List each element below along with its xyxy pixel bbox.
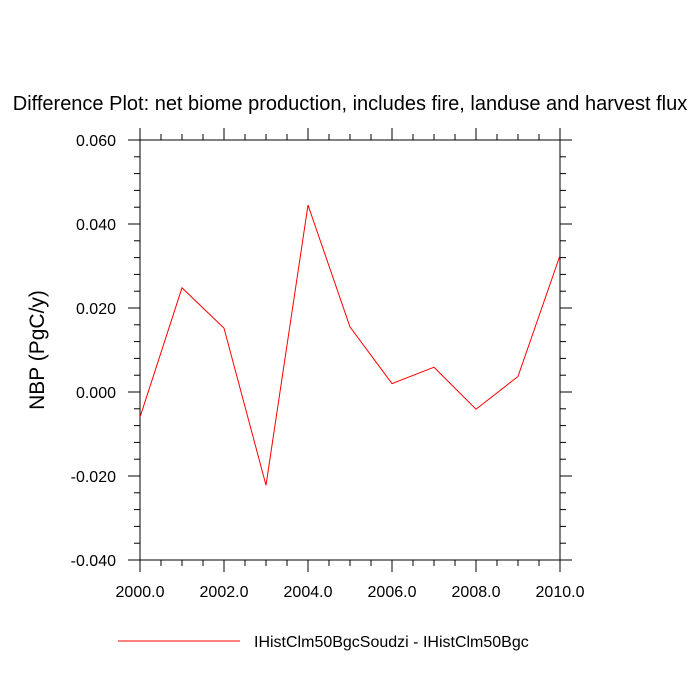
- y-axis-label: NBP (PgC/y): [26, 290, 49, 410]
- tick-labels: 2000.0 2002.0 2004.0 2006.0 2008.0 2010.0 -0.0…: [71, 133, 585, 601]
- series-layer: [139, 204, 561, 486]
- legend: IHistClm50BgcSoudzi - IHistClm50Bgc: [118, 634, 529, 651]
- y-tick-label: -0.040: [71, 553, 116, 570]
- x-tick-label: 2008.0: [452, 584, 501, 601]
- plot-frame: [139, 139, 561, 561]
- y-tick-label: 0.020: [76, 301, 116, 318]
- legend-label: IHistClm50BgcSoudzi - IHistClm50Bgc: [254, 634, 529, 651]
- x-tick-label: 2002.0: [200, 584, 249, 601]
- y-tick-label: 0.060: [76, 133, 116, 150]
- y-tick-label: -0.020: [71, 469, 116, 486]
- x-tick-label: 2000.0: [116, 584, 165, 601]
- x-tick-label: 2010.0: [536, 584, 585, 601]
- y-tick-label: 0.040: [76, 217, 116, 234]
- series-line: [139, 204, 561, 486]
- x-tick-label: 2004.0: [284, 584, 333, 601]
- y-tick-label: 0.000: [76, 385, 116, 402]
- axis-ticks: [128, 128, 572, 572]
- chart-title: Difference Plot: net biome production, i…: [13, 93, 687, 115]
- x-tick-label: 2006.0: [368, 584, 417, 601]
